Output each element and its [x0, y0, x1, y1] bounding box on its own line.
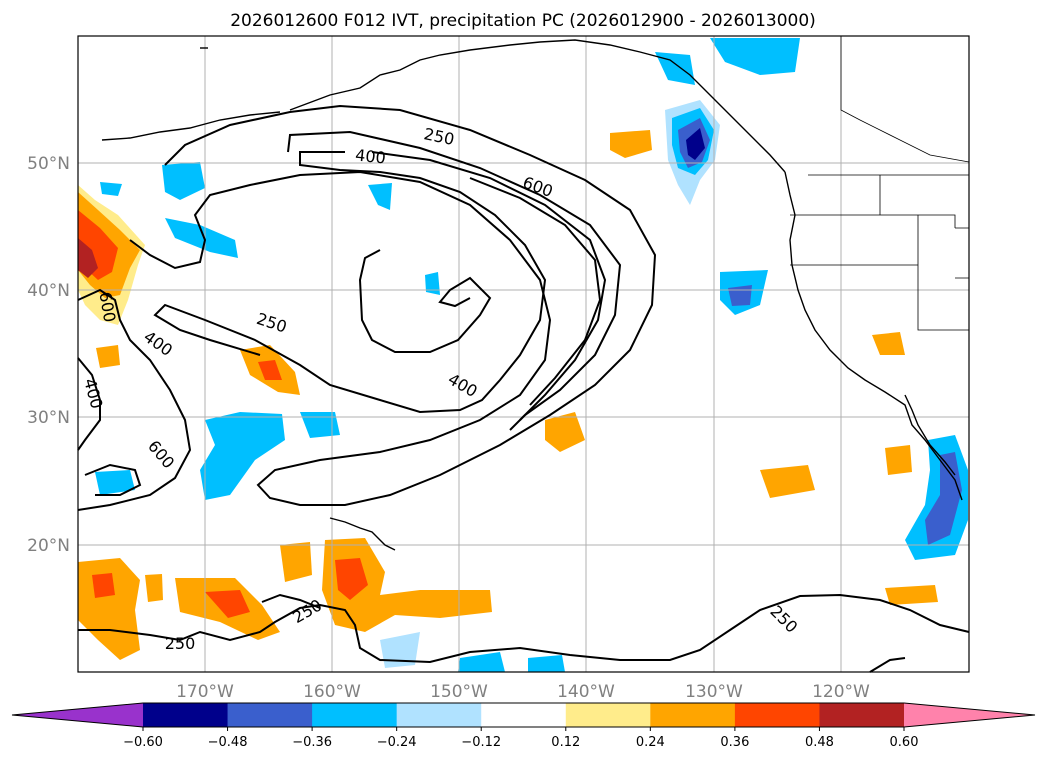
precip-negative-area	[710, 38, 800, 75]
lat-tick-label: 30°N	[27, 408, 70, 428]
alaska-coastline	[289, 39, 786, 173]
precip-positive-area	[335, 558, 368, 600]
precip-negative-area	[165, 218, 238, 258]
lat-tick-label: 20°N	[27, 536, 70, 556]
lat-tick-label: 40°N	[27, 281, 70, 301]
colorbar-segment	[396, 703, 482, 727]
lon-tick-label: 160°W	[303, 682, 361, 702]
lon-tick-label: 130°W	[685, 682, 743, 702]
colorbar-extend-min	[12, 703, 143, 727]
ivt-contour-400-loop	[153, 151, 547, 414]
precip-positive-area	[610, 130, 652, 158]
colorbar-tick-label: −0.12	[461, 735, 501, 750]
map-frame	[77, 35, 970, 673]
north-america-west-coast	[784, 171, 963, 501]
ivt-contour-600-second	[469, 177, 602, 406]
ivt-contour-west-small	[84, 463, 142, 496]
aleutian-islands	[101, 111, 281, 141]
precip-positive-area	[145, 574, 163, 602]
colorbar-tick-label: −0.48	[208, 735, 248, 750]
precip-negative-area	[728, 285, 752, 306]
colorbar-segment	[481, 703, 567, 727]
precip-positive-area	[96, 345, 120, 368]
ivt-contour-250-bottom-right	[869, 657, 906, 673]
ivt-contour-250-north	[129, 104, 657, 506]
precip-positive-area	[280, 542, 312, 582]
precip-negative-area	[368, 183, 392, 210]
lon-tick-label: 140°W	[557, 682, 615, 702]
colorbar-segment	[734, 703, 820, 727]
contour-label: 250	[165, 634, 196, 653]
colorbar-tick-label: 0.36	[720, 735, 749, 750]
colorbar-tick-label: −0.24	[377, 735, 417, 750]
precip-negative-area	[200, 412, 285, 500]
precip-positive-area	[92, 573, 115, 598]
ivt-contour-west-600	[77, 288, 192, 511]
ivt-contour-west-400	[77, 357, 101, 451]
colorbar-tick-label: −0.60	[123, 735, 163, 750]
baja-california-coast	[904, 394, 956, 476]
precip-positive-area	[322, 538, 492, 632]
map-panel: 250 400 600 600 400 400 250 400 600 250 …	[77, 35, 970, 673]
precip-positive-area	[205, 590, 250, 618]
colorbar-tick-label: 0.12	[551, 735, 580, 750]
colorbar: −0.60 −0.48 −0.36 −0.24 −0.12 0.12 0.24 0.36 0.4…	[11, 702, 1036, 750]
lon-tick-label: 150°W	[430, 682, 488, 702]
state-borders	[790, 175, 970, 331]
precip-positive-area	[78, 238, 98, 278]
map-title: 2026012600 F012 IVT, precipitation PC (2…	[230, 11, 816, 31]
precip-negative-area	[925, 452, 962, 545]
colorbar-segment	[143, 703, 229, 727]
precip-positive-area	[885, 585, 938, 605]
coastlines	[101, 39, 963, 551]
map-background	[78, 36, 969, 672]
precip-negative-area	[528, 655, 565, 672]
alaska-canada-border	[840, 36, 970, 163]
colorbar-segment	[312, 703, 398, 727]
borders	[790, 36, 970, 331]
colorbar-segment	[565, 703, 651, 727]
colorbar-segment	[650, 703, 736, 727]
colorbar-extend-max	[904, 703, 1035, 727]
precip-positive-area	[545, 412, 585, 452]
precip-negative-area	[95, 470, 135, 495]
ivt-contours	[77, 104, 970, 673]
precip-negative-area	[100, 182, 122, 196]
precip-positive-area	[885, 445, 912, 475]
ivt-contour-400-inner-hook	[358, 249, 492, 353]
colorbar-tick-label: 0.60	[890, 735, 919, 750]
precip-positive-area	[872, 332, 905, 355]
hawaiian-islands	[329, 517, 396, 551]
precip-negative-area	[380, 632, 420, 668]
lat-axis-labels: 50°N 40°N 30°N 20°N	[27, 154, 70, 556]
precip-negative-area	[300, 412, 340, 438]
precip-negative-area	[162, 162, 205, 200]
colorbar-tick-label: 0.48	[805, 735, 834, 750]
ivt-contour-250-south	[78, 593, 970, 664]
precip-shading	[78, 38, 968, 672]
colorbar-segment	[819, 703, 905, 727]
precip-negative-area	[655, 52, 695, 85]
precip-negative-area	[458, 652, 505, 672]
colorbar-tick-label: 0.24	[636, 735, 665, 750]
ivt-contour-400-upper	[287, 130, 622, 431]
lon-tick-label: 170°W	[176, 682, 234, 702]
colorbar-segment	[227, 703, 313, 727]
lon-tick-label: 120°W	[812, 682, 870, 702]
contour-label: 400	[354, 145, 386, 167]
precip-positive-area	[760, 465, 815, 498]
precip-negative-area	[425, 272, 440, 295]
lat-tick-label: 50°N	[27, 154, 70, 174]
ivt-contour-250-loop-south	[261, 593, 321, 609]
lon-axis-labels: 170°W 160°W 150°W 140°W 130°W 120°W	[176, 682, 870, 702]
ivt-contour-600-inner	[371, 151, 607, 421]
colorbar-tick-label: −0.36	[292, 735, 332, 750]
precip-positive-area	[258, 360, 282, 380]
precip-negative-area	[686, 128, 705, 160]
gridlines	[78, 36, 969, 672]
